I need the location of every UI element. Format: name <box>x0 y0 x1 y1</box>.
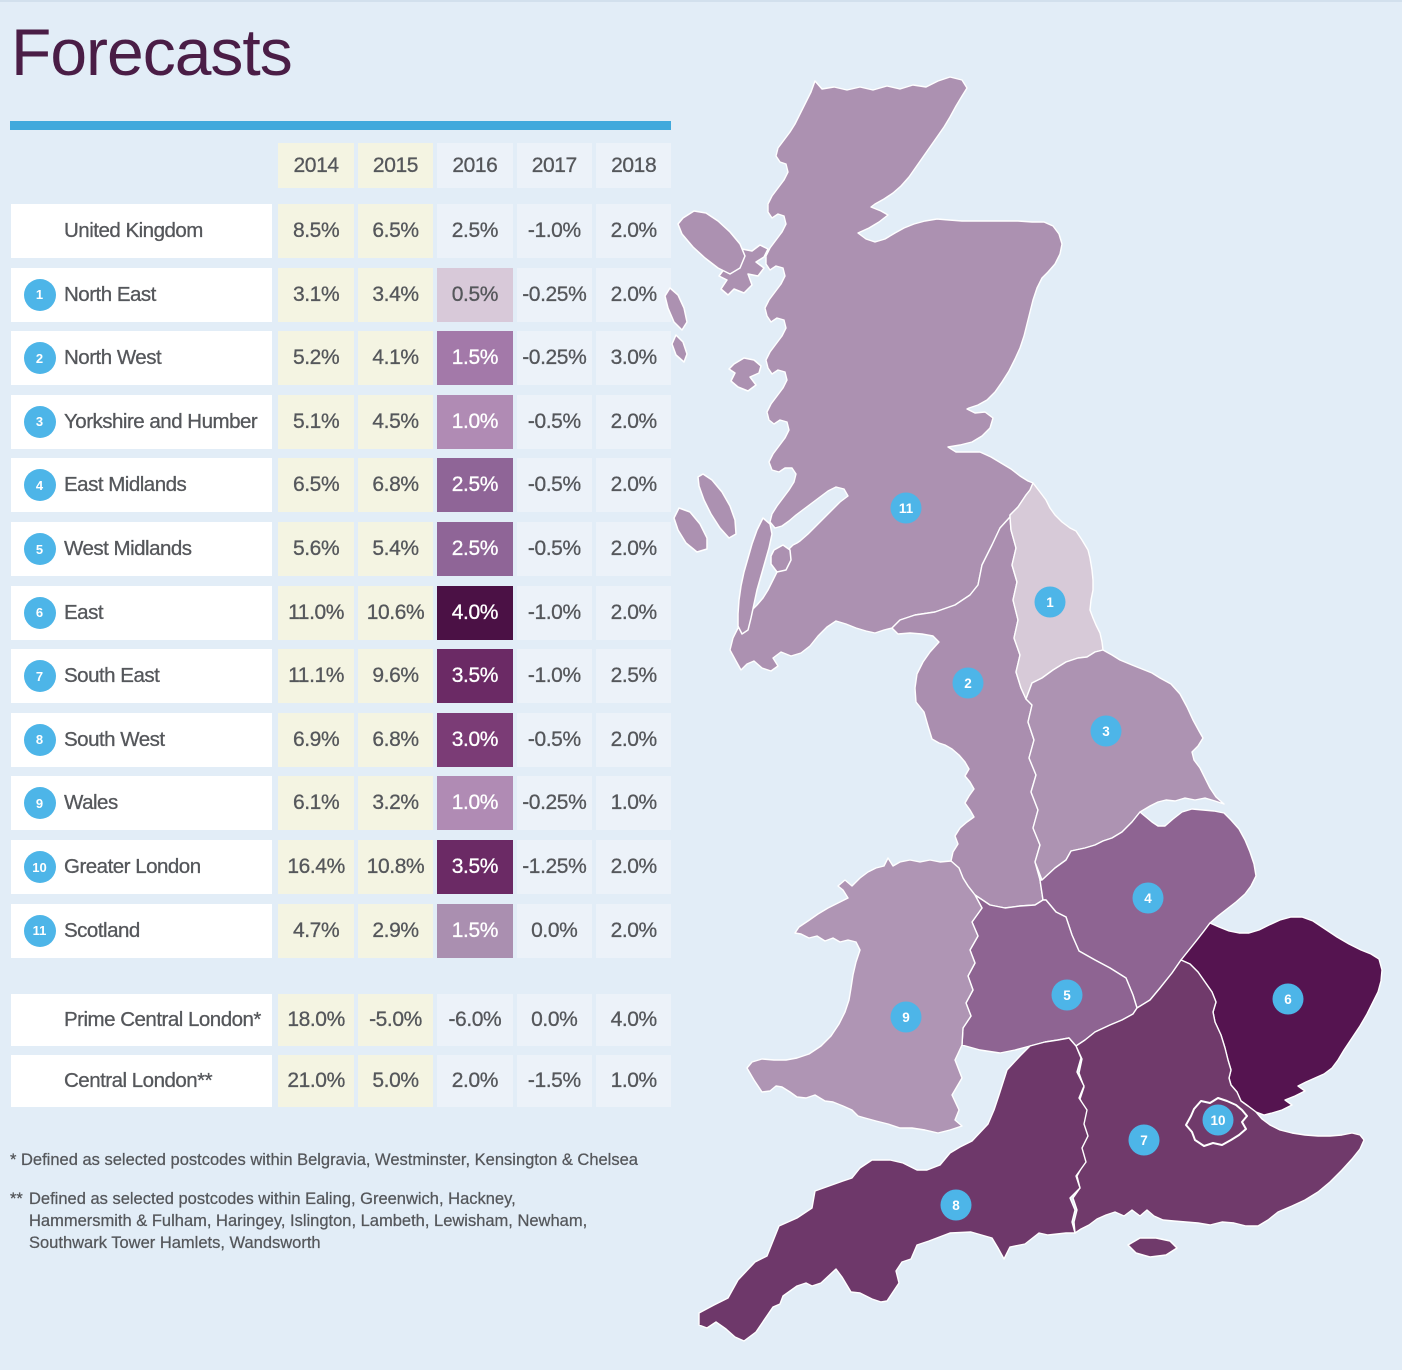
svg-text:9: 9 <box>902 1010 910 1025</box>
svg-text:2: 2 <box>964 676 972 691</box>
svg-text:8: 8 <box>952 1198 960 1213</box>
svg-text:3: 3 <box>1102 724 1110 739</box>
svg-text:10: 10 <box>1210 1113 1225 1128</box>
svg-text:7: 7 <box>1140 1133 1148 1148</box>
svg-text:5: 5 <box>1063 988 1071 1003</box>
svg-text:1: 1 <box>1046 595 1054 610</box>
svg-text:4: 4 <box>1144 891 1152 906</box>
svg-text:11: 11 <box>899 501 914 516</box>
svg-text:6: 6 <box>1284 992 1292 1007</box>
